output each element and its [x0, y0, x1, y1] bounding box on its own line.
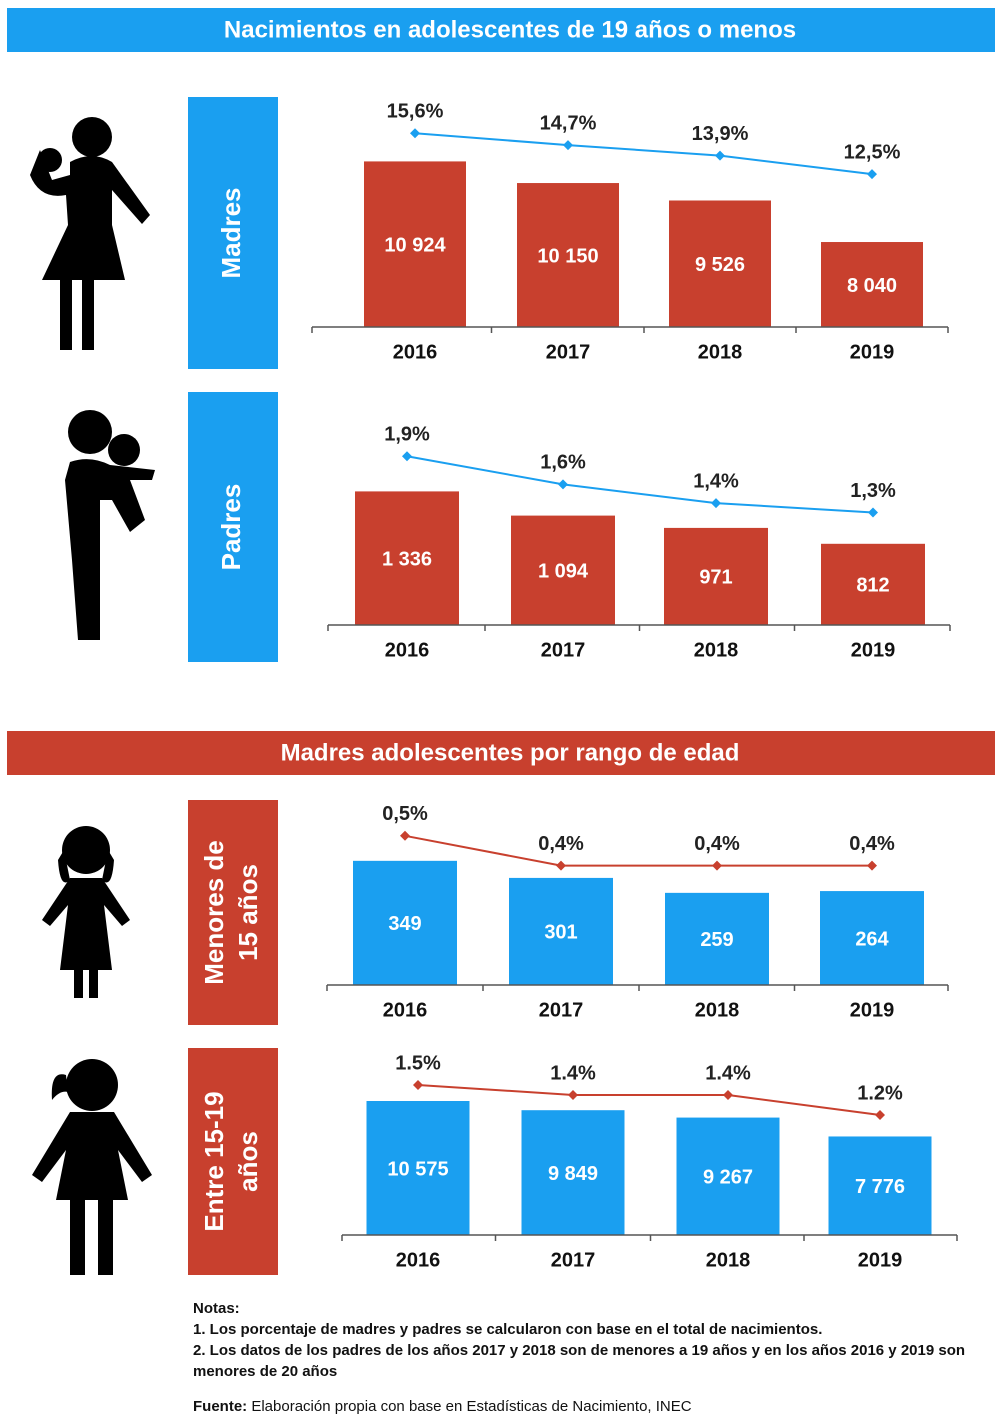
point: [723, 1090, 733, 1100]
point: [568, 1090, 578, 1100]
trend-line: [415, 133, 872, 174]
bar-label: 812: [856, 575, 889, 597]
x-tick-label: 2017: [539, 999, 584, 1021]
point: [867, 861, 877, 871]
notes-heading: Notas:: [193, 1298, 993, 1319]
point: [875, 1110, 885, 1120]
bar-label: 10 150: [537, 245, 598, 267]
point: [410, 128, 420, 138]
point-label: 1.4%: [705, 1062, 751, 1084]
x-tick-label: 2018: [706, 1249, 751, 1271]
point-label: 1,3%: [850, 480, 896, 502]
point: [868, 508, 878, 518]
side-label: Madres: [216, 187, 246, 278]
infographic: Nacimientos en adolescentes de 19 años o…: [0, 0, 995, 1427]
x-tick-label: 2017: [551, 1249, 596, 1271]
icon-mother: [30, 117, 150, 350]
side-label: Entre 15-19: [199, 1091, 229, 1231]
point-label: 1,9%: [384, 424, 430, 446]
point-label: 14,7%: [540, 112, 597, 134]
point: [402, 451, 412, 461]
point: [712, 861, 722, 871]
bar-label: 264: [855, 928, 889, 950]
side-label: Menores de: [199, 840, 229, 985]
section-title: Nacimientos en adolescentes de 19 años o…: [224, 16, 796, 43]
point-label: 1.2%: [857, 1082, 903, 1104]
bar-label: 9 849: [548, 1163, 598, 1185]
x-tick-label: 2018: [698, 341, 743, 363]
notes: Notas: 1. Los porcentaje de madres y pad…: [193, 1298, 993, 1417]
bar-label: 8 040: [847, 275, 897, 297]
point-label: 1.4%: [550, 1062, 596, 1084]
point: [715, 151, 725, 161]
note: 1. Los porcentaje de madres y padres se …: [193, 1319, 993, 1340]
bar-label: 1 336: [382, 548, 432, 570]
icon-teen: [32, 1059, 152, 1275]
bar-label: 7 776: [855, 1176, 905, 1198]
x-tick-label: 2016: [396, 1249, 441, 1271]
bar-label: 9 526: [695, 254, 745, 276]
point: [400, 831, 410, 841]
bar-label: 259: [700, 929, 733, 951]
trend-line: [418, 1085, 880, 1115]
point-label: 0,4%: [694, 833, 740, 855]
x-tick-label: 2016: [383, 999, 428, 1021]
icon-father: [65, 410, 155, 640]
point: [556, 861, 566, 871]
icon-girl: [42, 826, 130, 998]
x-tick-label: 2016: [385, 639, 430, 661]
trend-line: [405, 836, 872, 866]
trend-line: [407, 456, 873, 512]
side-label: años: [233, 1131, 263, 1192]
bar-label: 9 267: [703, 1167, 753, 1189]
bar-label: 971: [699, 567, 732, 589]
note: 2. Los datos de los padres de los años 2…: [193, 1340, 993, 1382]
point-label: 1.5%: [395, 1052, 441, 1074]
x-tick-label: 2018: [694, 639, 739, 661]
bar-label: 301: [544, 922, 577, 944]
x-tick-label: 2017: [541, 639, 586, 661]
point-label: 1,4%: [693, 470, 739, 492]
x-tick-label: 2016: [393, 341, 438, 363]
point-label: 12,5%: [844, 141, 901, 163]
source-label: Fuente:: [193, 1398, 247, 1415]
point: [867, 169, 877, 179]
point: [413, 1080, 423, 1090]
point-label: 0,4%: [538, 833, 584, 855]
bar-label: 10 924: [384, 234, 446, 256]
side-label: 15 años: [233, 864, 263, 961]
x-tick-label: 2017: [546, 341, 591, 363]
x-tick-label: 2019: [850, 341, 895, 363]
point-label: 1,6%: [540, 452, 586, 474]
point-label: 0,5%: [382, 803, 428, 825]
source-text: Elaboración propia con base en Estadísti…: [251, 1398, 691, 1415]
point-label: 0,4%: [849, 833, 895, 855]
point: [711, 498, 721, 508]
x-tick-label: 2019: [851, 639, 896, 661]
x-tick-label: 2019: [858, 1249, 903, 1271]
x-tick-label: 2019: [850, 999, 895, 1021]
bar-label: 1 094: [538, 561, 589, 583]
bar-label: 349: [388, 913, 421, 935]
point-label: 15,6%: [387, 101, 444, 123]
source: Fuente: Elaboración propia con base en E…: [193, 1396, 993, 1417]
point: [563, 140, 573, 150]
point: [558, 479, 568, 489]
x-tick-label: 2018: [695, 999, 740, 1021]
bar-label: 10 575: [387, 1158, 448, 1180]
point-label: 13,9%: [692, 123, 749, 145]
section-title: Madres adolescentes por rango de edad: [281, 739, 740, 766]
side-label: Padres: [216, 484, 246, 571]
charts: Nacimientos en adolescentes de 19 años o…: [0, 0, 995, 1427]
